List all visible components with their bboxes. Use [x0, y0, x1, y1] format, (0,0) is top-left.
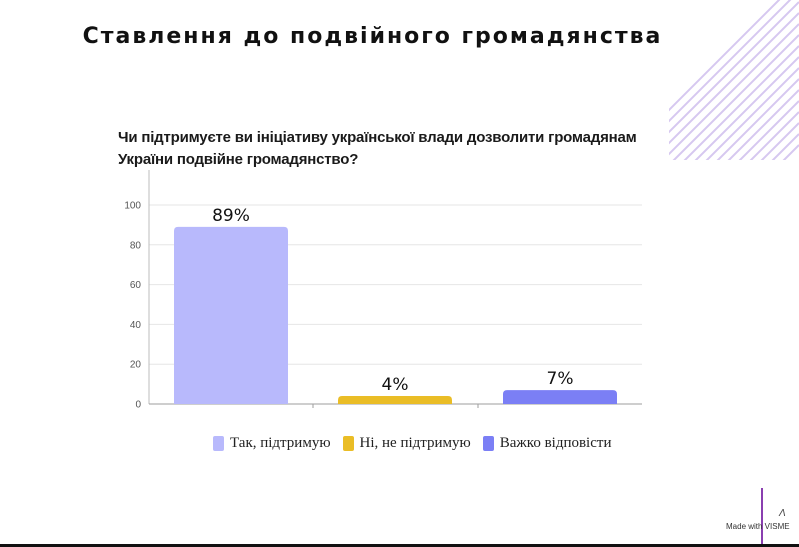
page-title: Ставлення до подвійного громадянства [82, 24, 663, 49]
legend-item-no: Ні, не підтримую [342, 435, 471, 452]
y-tick-label: 20 [130, 360, 142, 371]
legend-label-yes: Так, підтримую [230, 435, 331, 451]
data-label: 4% [382, 375, 409, 395]
bar-1 [338, 396, 452, 404]
legend-swatch-no [342, 436, 354, 451]
data-label: 89% [212, 206, 250, 226]
legend-item-yes: Так, підтримую [213, 435, 331, 452]
y-tick-label: 40 [130, 320, 142, 331]
y-tick-label: 100 [124, 201, 141, 212]
chart-question: Чи підтримуєте ви ініціативу української… [118, 129, 637, 168]
made-with-visme-label: Made with VISME [726, 522, 790, 531]
bar-0 [174, 226, 288, 404]
legend-swatch-yes [213, 436, 224, 451]
bar-2 [503, 390, 617, 404]
visme-mark: Λ [779, 508, 786, 519]
chart-legend: Так, підтримую Ні, не підтримую Важко ві… [213, 435, 623, 452]
data-label: 7% [547, 369, 574, 389]
y-tick-label: 0 [135, 400, 141, 411]
legend-label-hard-to-say: Важко відповісти [499, 435, 612, 451]
legend-swatch-hard-to-say [482, 436, 494, 451]
y-tick-label: 80 [130, 240, 142, 251]
legend-item-hard-to-say: Важко відповісти [482, 435, 612, 452]
visme-accent-bar [761, 488, 763, 544]
y-tick-label: 60 [130, 280, 142, 291]
legend-label-no: Ні, не підтримую [359, 435, 471, 451]
bottom-rule [0, 544, 799, 547]
